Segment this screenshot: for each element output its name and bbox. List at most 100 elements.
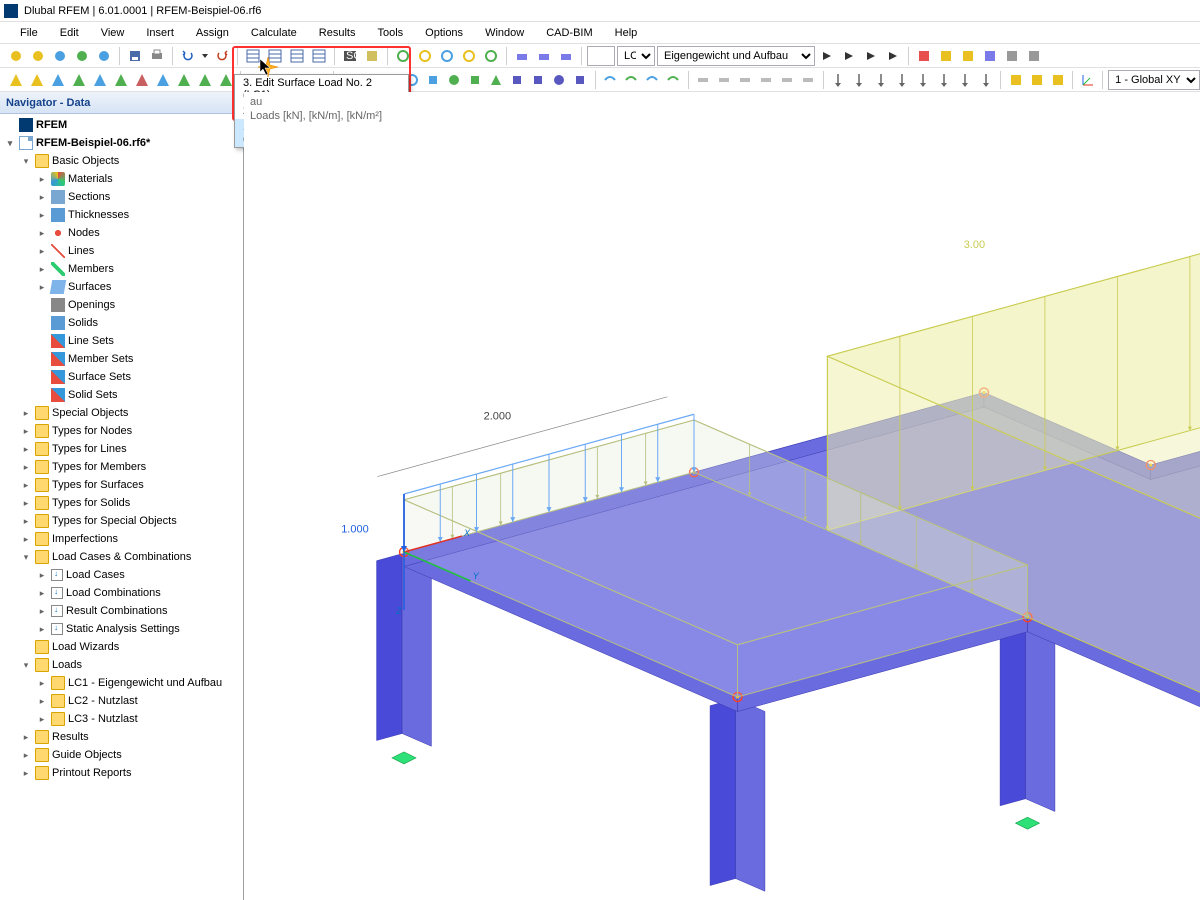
tree-loads-0[interactable]: ▸LC1 - Eigengewicht und Aufbau	[0, 674, 243, 692]
save-button[interactable]	[125, 46, 145, 66]
menu-insert[interactable]: Insert	[136, 25, 184, 41]
disp-btn-5[interactable]	[1024, 46, 1044, 66]
tb2-c-6[interactable]	[466, 70, 485, 90]
tree-basic-5[interactable]: ▸Members	[0, 260, 243, 278]
tree-root[interactable]: RFEM	[0, 116, 243, 134]
tree-lcc-3[interactable]: ▸Static Analysis Settings	[0, 620, 243, 638]
view-btn-0[interactable]	[512, 46, 532, 66]
disp-btn-4[interactable]	[1002, 46, 1022, 66]
tb2-a-5[interactable]	[111, 70, 130, 90]
coord-system-select[interactable]: 1 - Global XYZ	[1108, 70, 1200, 90]
tb2-e-0[interactable]	[694, 70, 713, 90]
disp-btn-3[interactable]	[980, 46, 1000, 66]
tb2-c-5[interactable]	[445, 70, 464, 90]
menu-options[interactable]: Options	[415, 25, 473, 41]
calc-btn-2[interactable]	[437, 46, 457, 66]
tree-typed-6[interactable]: ▸Types for Special Objects	[0, 512, 243, 530]
tb2-a-3[interactable]	[69, 70, 88, 90]
tb2-a-6[interactable]	[132, 70, 151, 90]
menu-edit[interactable]: Edit	[50, 25, 89, 41]
tb2-f-6[interactable]	[955, 70, 974, 90]
tb2-d-0[interactable]	[601, 70, 620, 90]
tables-btn-2[interactable]	[287, 46, 307, 66]
tree-loads-1[interactable]: ▸LC2 - Nutzlast	[0, 692, 243, 710]
tree-typed-0[interactable]: ▸Special Objects	[0, 404, 243, 422]
tree-file[interactable]: ▾RFEM-Beispiel-06.rf6*	[0, 134, 243, 152]
navlc-btn-1[interactable]	[839, 46, 859, 66]
disp-btn-0[interactable]	[914, 46, 934, 66]
tb2-c-11[interactable]	[571, 70, 590, 90]
tb2-a-2[interactable]	[48, 70, 67, 90]
tree-typed-4[interactable]: ▸Types for Surfaces	[0, 476, 243, 494]
undo-button[interactable]	[178, 46, 198, 66]
tb2-f-0[interactable]	[829, 70, 848, 90]
tb2-c-4[interactable]	[424, 70, 443, 90]
tb2-a-9[interactable]	[195, 70, 214, 90]
tree-basic-0[interactable]: ▸Materials	[0, 170, 243, 188]
grid-button[interactable]	[362, 46, 382, 66]
tree-basic-8[interactable]: Solids	[0, 314, 243, 332]
tb2-a-7[interactable]	[153, 70, 172, 90]
tree-typed-5[interactable]: ▸Types for Solids	[0, 494, 243, 512]
tree-basic-4[interactable]: ▸Lines	[0, 242, 243, 260]
tb2-a-1[interactable]	[27, 70, 46, 90]
redo-button[interactable]	[212, 46, 232, 66]
navigator-tree[interactable]: RFEM▾RFEM-Beispiel-06.rf6*▾Basic Objects…	[0, 114, 243, 900]
tree-loads-2[interactable]: ▸LC3 - Nutzlast	[0, 710, 243, 728]
menu-help[interactable]: Help	[605, 25, 648, 41]
dim-button[interactable]	[587, 46, 615, 66]
tb2-f-1[interactable]	[850, 70, 869, 90]
calc-btn-0[interactable]	[393, 46, 413, 66]
tree-basic-6[interactable]: ▸Surfaces	[0, 278, 243, 296]
tb1-btn-1[interactable]	[28, 46, 48, 66]
menu-results[interactable]: Results	[309, 25, 366, 41]
tb2-d-3[interactable]	[664, 70, 683, 90]
tree-tail-2[interactable]: ▸Printout Reports	[0, 764, 243, 782]
tree-basic-10[interactable]: Member Sets	[0, 350, 243, 368]
tree-basic-9[interactable]: Line Sets	[0, 332, 243, 350]
tree-tail-0[interactable]: ▸Results	[0, 728, 243, 746]
tb1-btn-4[interactable]	[94, 46, 114, 66]
tree-typed-1[interactable]: ▸Types for Nodes	[0, 422, 243, 440]
viewport-3d[interactable]: au Loads [kN], [kN/m], [kN/m²] XYZ2.0003…	[244, 92, 1200, 900]
tree-lcc-2[interactable]: ▸Result Combinations	[0, 602, 243, 620]
tb2-g-0[interactable]	[1006, 70, 1025, 90]
tree-lcc-1[interactable]: ▸Load Combinations	[0, 584, 243, 602]
tb2-f-7[interactable]	[976, 70, 995, 90]
tb2-g-2[interactable]	[1048, 70, 1067, 90]
tree-typed-7[interactable]: ▸Imperfections	[0, 530, 243, 548]
tree-lcc-0[interactable]: ▸Load Cases	[0, 566, 243, 584]
navlc-btn-2[interactable]	[861, 46, 881, 66]
load-case-desc-select[interactable]: Eigengewicht und Aufbau	[657, 46, 815, 66]
tb2-c-9[interactable]	[529, 70, 548, 90]
tb2-e-2[interactable]	[736, 70, 755, 90]
tables-btn-3[interactable]	[309, 46, 329, 66]
tree-basic-1[interactable]: ▸Sections	[0, 188, 243, 206]
tb2-g-1[interactable]	[1027, 70, 1046, 90]
tree-basic-12[interactable]: Solid Sets	[0, 386, 243, 404]
tb2-e-4[interactable]	[778, 70, 797, 90]
axes-button[interactable]	[1078, 70, 1097, 90]
tree-typed-2[interactable]: ▸Types for Lines	[0, 440, 243, 458]
menu-calculate[interactable]: Calculate	[241, 25, 307, 41]
calc-btn-1[interactable]	[415, 46, 435, 66]
tree-basic-7[interactable]: Openings	[0, 296, 243, 314]
tb2-e-1[interactable]	[715, 70, 734, 90]
tree-lcc[interactable]: ▾Load Cases & Combinations	[0, 548, 243, 566]
tree-typed-3[interactable]: ▸Types for Members	[0, 458, 243, 476]
tb2-f-3[interactable]	[892, 70, 911, 90]
navlc-btn-0[interactable]	[817, 46, 837, 66]
tb1-btn-3[interactable]	[72, 46, 92, 66]
script-button[interactable]: SC	[340, 46, 360, 66]
undo-dropdown-arrow[interactable]	[200, 46, 210, 66]
print-button[interactable]	[147, 46, 167, 66]
tb2-a-0[interactable]	[6, 70, 25, 90]
tables-btn-1[interactable]	[265, 46, 285, 66]
tb2-e-5[interactable]	[799, 70, 818, 90]
menu-assign[interactable]: Assign	[186, 25, 239, 41]
menu-window[interactable]: Window	[475, 25, 534, 41]
menu-file[interactable]: File	[10, 25, 48, 41]
menu-tools[interactable]: Tools	[367, 25, 413, 41]
calc-btn-3[interactable]	[459, 46, 479, 66]
tree-lw[interactable]: Load Wizards	[0, 638, 243, 656]
